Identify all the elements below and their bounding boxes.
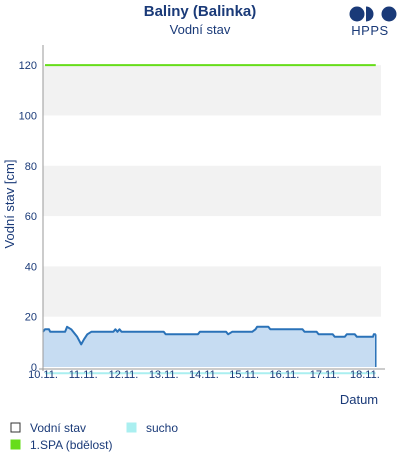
x-tick-label: 17.11. bbox=[310, 369, 340, 381]
x-tick-label: 12.11. bbox=[109, 369, 139, 381]
x-tick-label: 13.11. bbox=[149, 369, 179, 381]
y-tick-label: 120 bbox=[19, 60, 37, 72]
y-tick-label: 100 bbox=[19, 110, 37, 122]
legend-swatch-vodni-stav bbox=[10, 422, 21, 433]
x-tick-label: 14.11. bbox=[189, 369, 219, 381]
y-tick-label: 20 bbox=[25, 312, 37, 324]
x-axis-label: Datum bbox=[340, 392, 378, 407]
y-tick-label: 60 bbox=[25, 211, 37, 223]
y-axis-label: Vodní stav [cm] bbox=[2, 160, 17, 249]
grid-band bbox=[43, 266, 381, 317]
x-tick-label: 16.11. bbox=[270, 369, 300, 381]
legend-swatch-sucho bbox=[126, 422, 137, 433]
legend-item-spa1: 1.SPA (bdělost) bbox=[10, 438, 113, 452]
chart-title: Baliny (Balinka) bbox=[144, 3, 257, 20]
series-vodni-stav-line bbox=[42, 325, 376, 346]
legend-swatch-spa1 bbox=[10, 439, 21, 450]
grid-band bbox=[43, 165, 381, 217]
chart-subtitle: Vodní stav bbox=[170, 22, 231, 37]
series-line-group bbox=[42, 64, 377, 375]
logo-dot-right bbox=[381, 6, 397, 22]
y-tick-labels: 0 20 40 60 80 100 120 bbox=[19, 60, 37, 374]
x-tick-label: 18.11. bbox=[350, 369, 380, 381]
grid-band bbox=[43, 65, 381, 116]
y-tick-label: 80 bbox=[25, 161, 37, 173]
x-tick-label: 15.11. bbox=[229, 369, 259, 381]
legend-item-sucho: sucho bbox=[126, 421, 178, 435]
series-area-group bbox=[43, 326, 376, 367]
y-tick-label: 0 bbox=[31, 362, 37, 374]
x-tick-label: 10.11. bbox=[28, 369, 58, 381]
x-tick-label: 11.11. bbox=[69, 369, 98, 381]
y-tick-label: 40 bbox=[25, 261, 37, 273]
series-vodni-stav-area bbox=[43, 326, 376, 367]
logo-dot-left bbox=[349, 6, 365, 22]
legend-label-spa1: 1.SPA (bdělost) bbox=[30, 438, 113, 452]
x-tick-labels: 10.11. 11.11. 12.11. 13.11. 14.11. 15.11. 16.1… bbox=[28, 369, 380, 381]
legend-item-vodni-stav: Vodní stav bbox=[10, 421, 86, 435]
logo-half-dot bbox=[366, 6, 374, 22]
grid-bands bbox=[43, 45, 381, 367]
legend: Vodní stav sucho 1.SPA (bdělost) bbox=[10, 421, 178, 452]
axes bbox=[39, 45, 385, 371]
legend-label-sucho: sucho bbox=[146, 421, 178, 435]
logo-text: HPPS bbox=[351, 23, 388, 38]
legend-label-vodni-stav: Vodní stav bbox=[30, 421, 86, 435]
hpps-logo: HPPS bbox=[349, 6, 397, 38]
